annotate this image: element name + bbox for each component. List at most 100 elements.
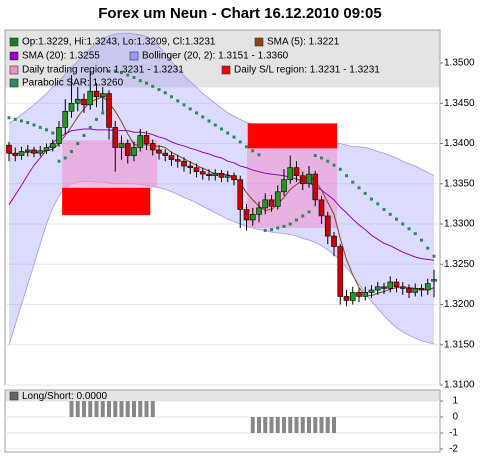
candle-body bbox=[306, 173, 312, 185]
candle-body bbox=[274, 191, 281, 207]
y-tick-label: 1.3250 bbox=[444, 259, 475, 270]
candle-body bbox=[62, 111, 69, 128]
sar-dot bbox=[370, 197, 373, 201]
legend-label: Op:1.3229, Hi:1.3243, Lo:1.3209, Cl:1.32… bbox=[22, 37, 216, 48]
sar-dot bbox=[76, 142, 80, 146]
y-tick-label: 1.3300 bbox=[444, 219, 475, 230]
candle-body bbox=[131, 147, 137, 156]
candle-body bbox=[268, 199, 275, 207]
sar-dot bbox=[357, 186, 361, 190]
long-short-bar bbox=[307, 417, 311, 433]
bollinger-upper bbox=[8, 32, 435, 177]
candle-body bbox=[318, 199, 325, 217]
sar-dot bbox=[288, 222, 292, 226]
sar-dot bbox=[320, 156, 323, 160]
candle-body bbox=[162, 152, 169, 156]
candle-body bbox=[249, 214, 256, 221]
sar-dot bbox=[257, 153, 261, 157]
legend-label: Bollinger (20, 2): 1.3151 - 1.3360 bbox=[142, 51, 289, 62]
sar-dot bbox=[401, 222, 405, 226]
sar-dot bbox=[282, 224, 286, 228]
legend-label: Daily trading region: 1.3231 - 1.3231 bbox=[22, 65, 184, 76]
sar-dot bbox=[388, 212, 392, 216]
long-short-bar bbox=[144, 401, 149, 418]
candle-body bbox=[149, 143, 156, 151]
sar-dot bbox=[113, 69, 117, 73]
y-tick-label: -1 bbox=[449, 428, 458, 439]
candle-body bbox=[224, 175, 231, 178]
candle-body bbox=[49, 143, 56, 148]
candle-body bbox=[12, 152, 19, 156]
sar-dot bbox=[13, 117, 17, 121]
y-tick-label: 1.3200 bbox=[444, 299, 475, 310]
legend-swatch bbox=[254, 37, 264, 47]
candle-body bbox=[124, 143, 131, 156]
legend-band bbox=[5, 30, 440, 88]
candle-body bbox=[324, 215, 331, 237]
candle-body bbox=[137, 135, 144, 148]
candle-body bbox=[418, 288, 425, 291]
sar-dot bbox=[126, 73, 130, 77]
sar-dot bbox=[163, 91, 167, 95]
y-tick-label: 1.3450 bbox=[444, 98, 475, 109]
region bbox=[62, 140, 158, 188]
candle-body bbox=[56, 127, 62, 144]
sar-dot bbox=[338, 167, 342, 171]
candle-body bbox=[187, 165, 194, 168]
long-short bbox=[69, 401, 336, 433]
candle-body bbox=[337, 246, 344, 297]
legend-swatch bbox=[9, 391, 19, 401]
candle-body bbox=[256, 207, 262, 215]
candle-body bbox=[362, 292, 369, 297]
long-short-bar bbox=[275, 417, 280, 433]
long-short-bar bbox=[88, 401, 93, 418]
sar-dot bbox=[326, 159, 330, 163]
sar-dot bbox=[107, 69, 111, 73]
long-short-bar bbox=[107, 401, 111, 418]
long-short-bar bbox=[263, 417, 268, 433]
long-short-bar bbox=[150, 401, 155, 418]
y-tick-label: -2 bbox=[449, 444, 458, 455]
candle-body bbox=[143, 135, 150, 144]
long-short-bar bbox=[250, 417, 255, 433]
long-short-bar bbox=[269, 417, 274, 433]
candle-body bbox=[6, 144, 12, 154]
sar-dot bbox=[363, 191, 367, 195]
candles bbox=[6, 71, 437, 307]
candle-body bbox=[168, 155, 175, 160]
legend-swatch bbox=[9, 51, 19, 61]
y-tick-label: 1.3500 bbox=[444, 58, 475, 69]
candle-body bbox=[156, 149, 162, 154]
sar-dot bbox=[170, 95, 173, 99]
sar-dot bbox=[132, 75, 136, 79]
legend-swatch bbox=[221, 65, 231, 75]
candle-body bbox=[299, 175, 306, 185]
candle-body bbox=[331, 235, 337, 247]
sar-dot bbox=[70, 150, 73, 154]
candle-body bbox=[218, 172, 225, 178]
sar-dot bbox=[207, 119, 211, 123]
sar-dot bbox=[426, 246, 430, 250]
candle-body bbox=[81, 98, 87, 106]
long-short-bar bbox=[94, 401, 99, 418]
sar-dot bbox=[301, 214, 305, 218]
candle-body bbox=[68, 102, 75, 112]
sar-dot bbox=[63, 156, 67, 160]
candle-body bbox=[24, 149, 31, 152]
sar-dot bbox=[395, 217, 398, 221]
sar-dot bbox=[226, 131, 230, 135]
candle-body bbox=[18, 151, 25, 156]
legend-swatch bbox=[9, 37, 19, 47]
candle-body bbox=[312, 173, 319, 201]
long-short-bar bbox=[257, 417, 261, 433]
sar-dot bbox=[432, 254, 436, 258]
candle-body bbox=[99, 93, 106, 98]
candle-body bbox=[293, 167, 300, 177]
candle-body bbox=[206, 173, 212, 177]
candle-body bbox=[212, 172, 219, 177]
candle-body bbox=[349, 292, 356, 301]
candle-body bbox=[406, 288, 412, 293]
y-tick-label: 0 bbox=[452, 412, 458, 423]
legend-swatch bbox=[9, 65, 19, 75]
legend-label: Long/Short: 0.0000 bbox=[22, 391, 108, 402]
